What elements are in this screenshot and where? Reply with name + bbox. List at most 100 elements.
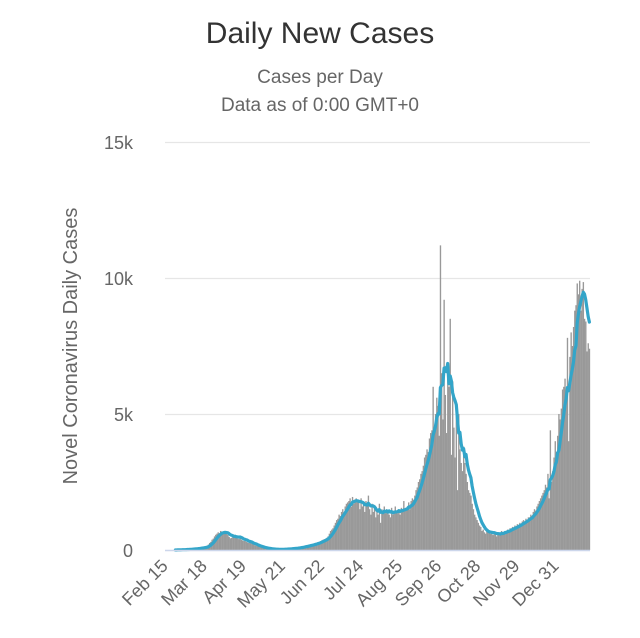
bar <box>438 435 440 550</box>
bar <box>455 405 458 550</box>
bar <box>409 509 411 550</box>
bar <box>499 533 501 550</box>
bar <box>537 503 539 550</box>
bar <box>237 538 239 550</box>
chart-subtitle-line-1: Cases per Day <box>257 67 383 88</box>
bar <box>223 532 225 550</box>
bar <box>265 548 267 550</box>
bar <box>554 441 556 550</box>
bar <box>514 525 516 550</box>
y-tick-label: 5k <box>114 405 134 425</box>
bar <box>581 288 583 550</box>
bar <box>493 533 495 550</box>
bar <box>366 505 368 550</box>
bar <box>346 502 349 550</box>
bar <box>340 511 343 550</box>
bar <box>492 535 494 550</box>
bar <box>513 528 515 550</box>
bar <box>525 518 527 550</box>
bar <box>329 530 332 550</box>
bar <box>560 408 563 550</box>
bar <box>345 503 348 550</box>
bar <box>395 511 398 550</box>
bar <box>386 509 388 550</box>
bar <box>331 529 333 550</box>
bar <box>224 532 227 550</box>
bar <box>408 502 410 550</box>
bar <box>255 545 257 550</box>
bar <box>570 332 572 550</box>
bar <box>557 435 559 550</box>
bar <box>436 397 438 550</box>
bar <box>344 506 346 550</box>
bar <box>327 536 329 550</box>
bar <box>316 542 318 550</box>
bar <box>414 495 416 550</box>
bar <box>494 533 497 550</box>
bar <box>415 490 417 550</box>
bar <box>315 543 317 550</box>
bar <box>324 538 327 550</box>
bar <box>586 351 588 550</box>
bar <box>355 498 357 550</box>
bar <box>350 506 353 550</box>
bar <box>486 530 488 550</box>
bar <box>232 535 234 550</box>
bar <box>222 533 224 550</box>
bar <box>444 394 447 550</box>
bar <box>389 517 392 550</box>
bar <box>441 373 443 550</box>
bar <box>483 532 486 550</box>
bar <box>244 539 246 550</box>
bar <box>397 513 399 550</box>
bar <box>420 473 422 550</box>
bar <box>470 495 472 550</box>
bar <box>464 462 466 550</box>
bar <box>451 381 454 550</box>
bar <box>532 511 534 550</box>
bar <box>447 378 449 550</box>
bar <box>318 541 321 550</box>
bar <box>555 452 558 550</box>
bar <box>364 511 366 550</box>
bar <box>520 524 522 550</box>
bar <box>321 540 323 550</box>
bar <box>326 537 328 550</box>
bar <box>445 433 448 550</box>
bar <box>547 473 549 550</box>
bar <box>564 378 566 550</box>
bar <box>502 533 504 550</box>
bar <box>375 517 377 550</box>
bar <box>465 473 467 550</box>
bar <box>249 541 251 550</box>
bar <box>543 490 545 550</box>
bar <box>228 536 230 550</box>
bar <box>216 533 218 550</box>
bar <box>488 532 491 550</box>
bar <box>240 539 243 550</box>
bar <box>546 487 548 550</box>
bar <box>471 503 473 550</box>
bar <box>370 514 372 550</box>
bar <box>256 545 258 550</box>
bar <box>388 514 390 550</box>
bar <box>254 545 256 550</box>
bar <box>563 386 565 550</box>
bar <box>510 528 512 550</box>
bar <box>582 282 585 550</box>
bar <box>495 536 498 550</box>
bar <box>338 514 340 550</box>
bar <box>368 509 371 550</box>
bar <box>484 533 487 550</box>
bar <box>482 529 484 550</box>
bar <box>387 511 389 550</box>
bar <box>454 457 456 550</box>
bar <box>360 498 362 550</box>
bar <box>394 506 396 550</box>
bar <box>571 346 574 550</box>
bar <box>219 530 222 550</box>
bar <box>392 514 394 550</box>
bar <box>235 536 238 550</box>
bar <box>527 517 530 550</box>
